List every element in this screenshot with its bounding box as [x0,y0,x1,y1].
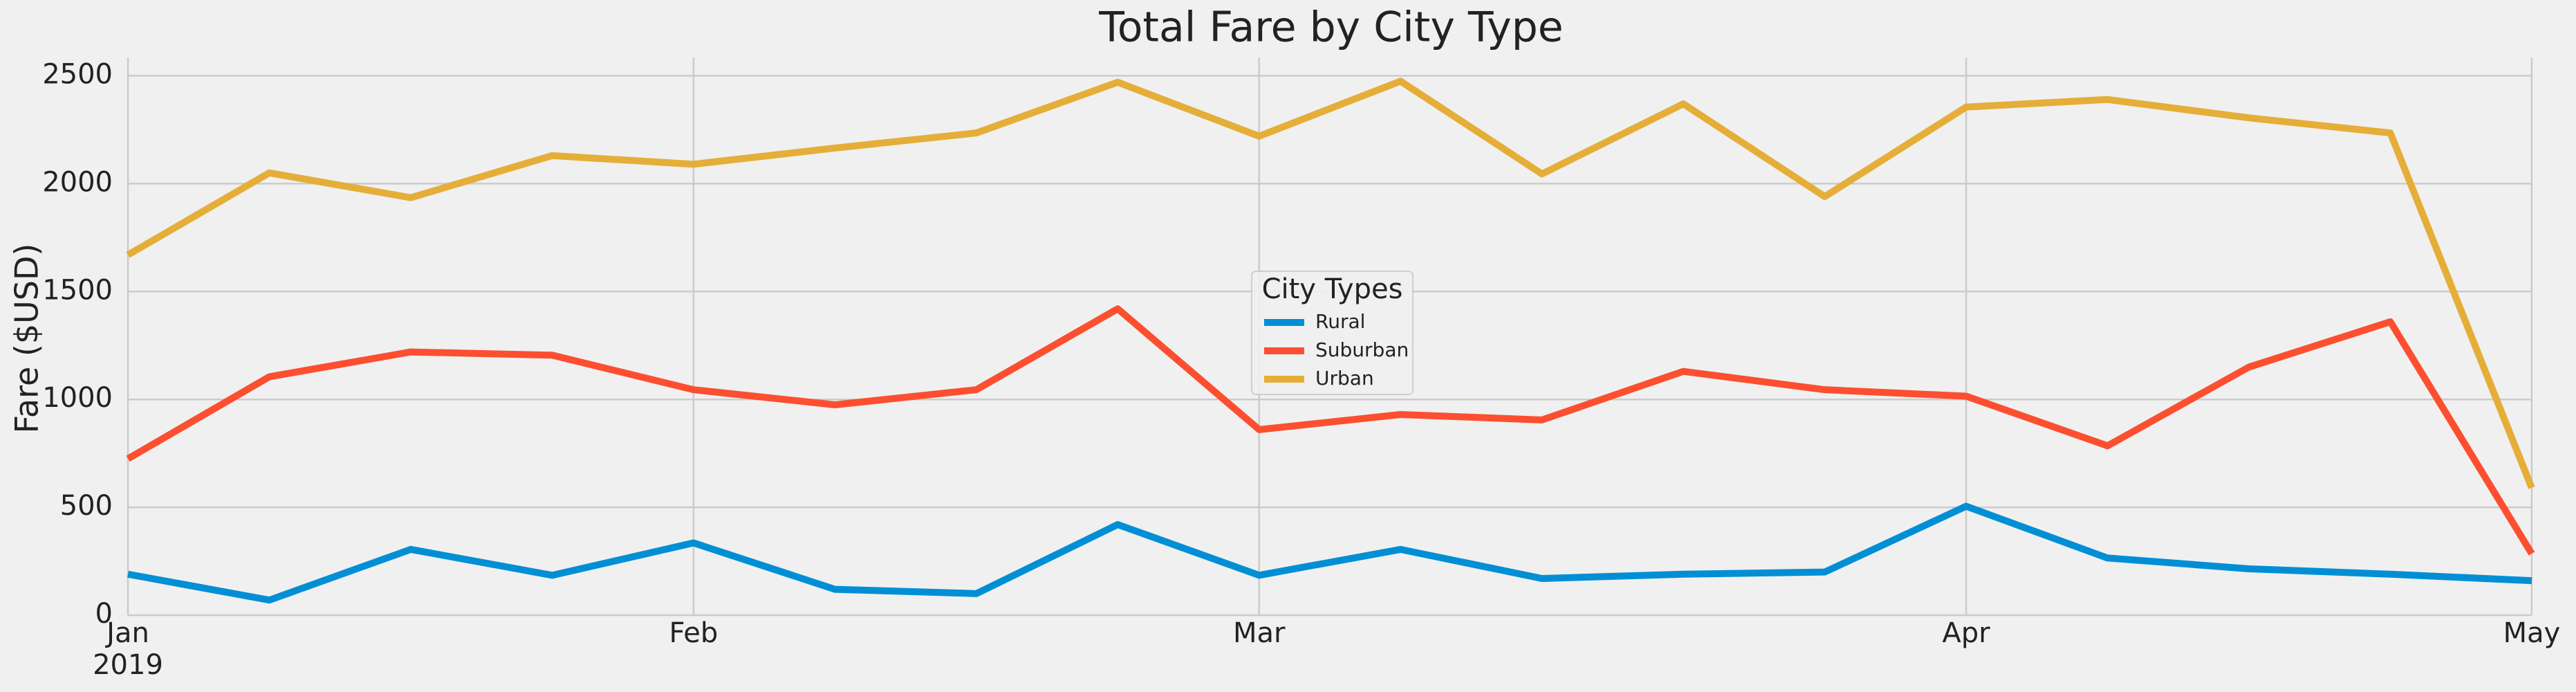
y-tick-label: 1000 [42,382,113,414]
chart-title: Total Fare by City Type [1098,3,1563,52]
line [126,78,2535,489]
legend-label: Suburban [1315,338,1409,361]
x-tick-label: Apr [1943,617,1991,649]
y-axis-label: Fare ($USD) [8,244,46,434]
x-tick-label: Mar [1233,617,1286,649]
y-tick-label: 2000 [42,166,113,198]
legend-box [1251,271,1414,395]
line [126,305,2535,556]
legend-label: Rural [1315,310,1365,333]
x-tick-sublabel: 2019 [93,649,163,681]
legend-label: Urban [1315,367,1374,390]
x-tick-label: Jan [104,617,149,649]
legend-title: City Types [1262,273,1403,305]
y-tick-label: 0 [95,598,113,630]
y-tick-label: 2500 [42,59,113,91]
x-tick-label: May [2503,617,2561,649]
y-tick-label: 500 [60,490,113,522]
x-tick-label: Feb [669,617,718,649]
line [127,502,2532,604]
y-tick-label: 1500 [42,274,113,306]
